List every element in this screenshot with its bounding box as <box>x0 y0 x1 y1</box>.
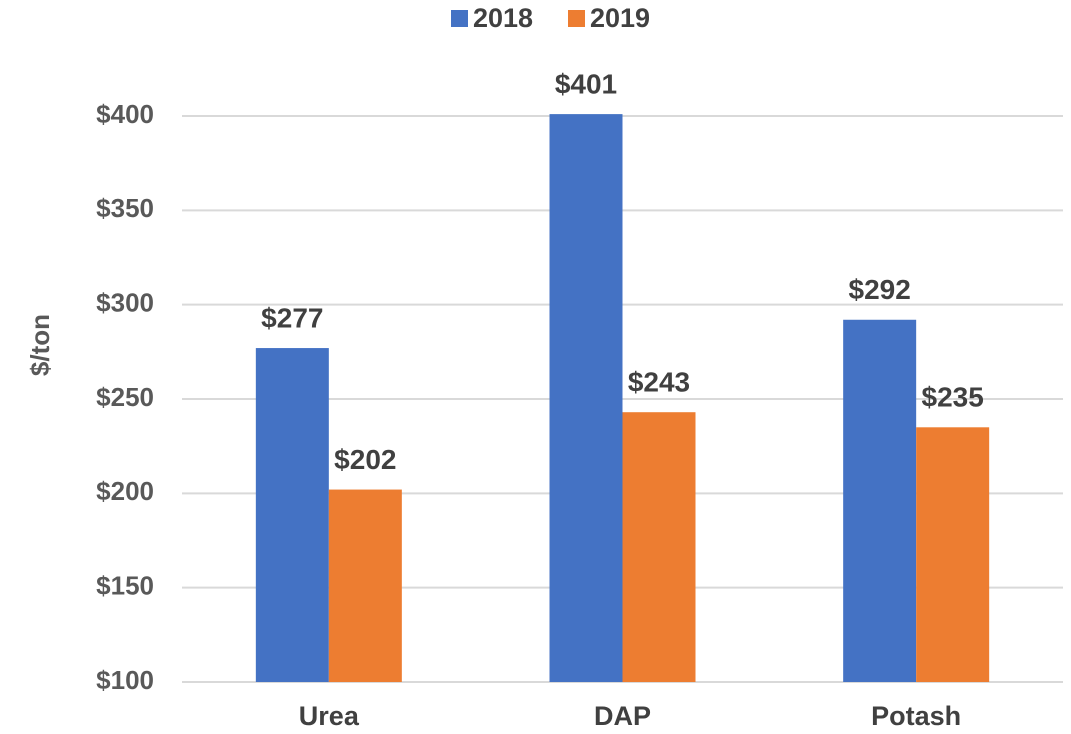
legend-label: 2019 <box>590 3 650 33</box>
bar <box>255 348 329 682</box>
legend-label: 2018 <box>473 3 533 33</box>
value-label: $235 <box>922 382 984 413</box>
bar <box>549 114 623 682</box>
value-label: $292 <box>849 274 911 305</box>
y-tick-label: $250 <box>96 382 154 412</box>
x-tick-label: Urea <box>299 701 360 731</box>
y-axis-label: $/ton <box>25 314 55 376</box>
value-label: $277 <box>261 302 323 333</box>
value-label: $243 <box>628 367 690 398</box>
value-label: $401 <box>555 69 617 100</box>
y-tick-label: $350 <box>96 193 154 223</box>
y-tick-label: $400 <box>96 99 154 129</box>
bar <box>622 412 696 682</box>
x-tick-label: DAP <box>594 701 651 731</box>
bar <box>328 489 402 682</box>
legend-swatch <box>451 10 468 27</box>
y-tick-label: $200 <box>96 476 154 506</box>
x-tick-label: Potash <box>871 701 961 731</box>
value-label: $202 <box>334 444 396 475</box>
bar <box>843 319 917 682</box>
y-tick-label: $100 <box>96 665 154 695</box>
legend-swatch <box>568 10 585 27</box>
y-tick-label: $150 <box>96 571 154 601</box>
y-tick-label: $300 <box>96 288 154 318</box>
bar <box>916 427 990 682</box>
